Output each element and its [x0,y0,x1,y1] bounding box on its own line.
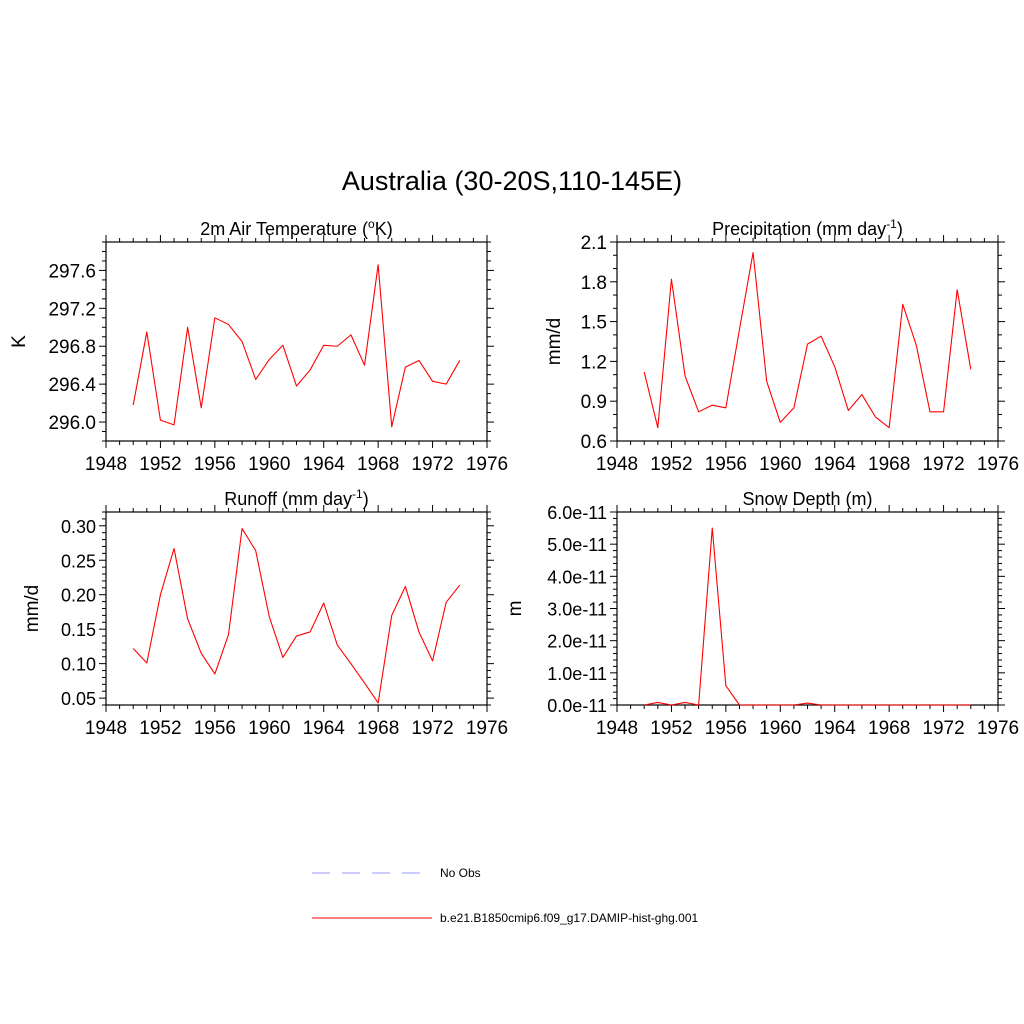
snow-depth-x-tick-label: 1968 [868,718,910,739]
precipitation-x-tick-label: 1952 [650,454,692,475]
runoff-y-axis-label: mm/d [22,585,43,633]
temperature-x-tick-label: 1976 [466,454,508,475]
temperature-x-tick-label: 1964 [303,454,346,475]
runoff-panel-title-text: Runoff (mm day [224,489,352,509]
snow-depth-x-tick-label: 1972 [922,718,964,739]
temperature-y-tick-label: 296.8 [48,337,96,358]
precipitation-x-tick-label: 1968 [868,454,910,475]
precipitation-y-tick-label: 0.9 [581,392,607,413]
precipitation-panel-title-superscript: -1 [886,217,897,231]
temperature-panel-title: 2m Air Temperature (oK) [200,217,392,239]
runoff-x-tick-label: 1976 [466,718,508,739]
temperature-y-tick-label: 297.6 [48,261,96,282]
runoff-y-tick-label: 0.25 [61,551,96,571]
temperature-panel-title-superscript: o [368,217,375,231]
temperature-y-tick-label: 296.4 [48,375,96,396]
snow-depth-x-tick-label: 1952 [650,718,692,739]
panel-precipitation: 1948 1952 1956 1960 1964 1968 1972 1976 0.6 0.9 1.… [544,217,1019,475]
panel-temperature: 1948 1952 1956 1960 1964 1968 1972 1976 296.0 296… [9,217,508,475]
precipitation-y-tick-label: 1.5 [581,313,607,334]
runoff-plot-frame [105,511,488,706]
temperature-x-tick-label: 1960 [248,454,290,475]
temperature-y-tick-label: 297.2 [48,299,96,320]
runoff-series-line [132,527,461,704]
runoff-y-tick-label: 0.05 [61,689,96,709]
runoff-y-tick-label: 0.30 [61,517,96,537]
precipitation-x-tick-label: 1960 [759,454,801,475]
snow-depth-x-tick-label: 1976 [977,718,1019,739]
runoff-x-tick-label: 1960 [248,718,290,739]
temperature-panel-title-text: 2m Air Temperature ( [200,219,368,239]
precipitation-panel-title-text-end: ) [897,219,903,239]
snow-depth-y-tick-label: 5.0e-11 [547,535,607,555]
temperature-series-line [132,264,461,428]
temperature-x-tick-label: 1968 [357,454,399,475]
figure-title: Australia (30-20S,110-145E) [341,166,683,196]
snow-depth-x-tick-label: 1956 [705,718,747,739]
snow-depth-y-tick-label: 0.0e-11 [547,696,607,716]
snow-depth-y-axis-label: m [505,601,526,617]
legend-label: b.e21.B1850cmip6.f09_g17.DAMIP-hist-ghg.… [440,911,698,925]
runoff-x-tick-label: 1968 [357,718,399,739]
runoff-y-tick-label: 0.20 [61,586,96,606]
precipitation-y-tick-label: 1.8 [581,273,607,294]
precipitation-y-axis-label: mm/d [544,318,565,366]
runoff-x-tick-label: 1952 [139,718,181,739]
snow-depth-plot-frame [616,511,999,706]
temperature-x-tick-label: 1956 [194,454,236,475]
legend: No Obs b.e21.B1850cmip6.f09_g17.DAMIP-his… [312,866,698,925]
runoff-panel-title-text-end: ) [363,489,369,509]
snow-depth-y-tick-label: 2.0e-11 [547,632,607,652]
precipitation-x-tick-label: 1956 [705,454,747,475]
runoff-panel-title: Runoff (mm day-1) [224,487,368,509]
snow-depth-panel-title: Snow Depth (m) [742,489,872,509]
temperature-plot-frame [105,241,488,442]
runoff-x-tick-label: 1948 [85,718,127,739]
runoff-x-tick-label: 1964 [303,718,346,739]
temperature-x-tick-label: 1952 [139,454,181,475]
temperature-y-axis-label: K [9,335,30,348]
snow-depth-panel-title-text: Snow Depth (m) [742,489,872,509]
precipitation-x-tick-label: 1948 [596,454,638,475]
temperature-x-tick-label: 1948 [85,454,127,475]
precipitation-plot-frame [616,241,999,442]
precipitation-y-tick-label: 2.1 [581,233,607,254]
snow-depth-y-tick-label: 1.0e-11 [547,664,607,684]
temperature-y-tick-label: 296.0 [48,413,96,434]
snow-depth-x-tick-label: 1964 [814,718,857,739]
temperature-x-tick-label: 1972 [411,454,453,475]
legend-label: No Obs [440,866,481,880]
precipitation-y-tick-label: 1.2 [581,352,607,373]
snow-depth-y-tick-label: 6.0e-11 [547,503,607,523]
precipitation-y-tick-label: 0.6 [581,432,607,453]
snow-depth-y-tick-label: 4.0e-11 [547,567,607,587]
snow-depth-x-tick-label: 1960 [759,718,801,739]
panel-snow-depth: 1948 1952 1956 1960 1964 1968 1972 1976 0.0e-11 1… [505,489,1019,739]
snow-depth-x-tick-label: 1948 [596,718,638,739]
precipitation-series-line [643,252,972,429]
precipitation-x-tick-label: 1976 [977,454,1019,475]
runoff-panel-title-superscript: -1 [352,487,363,501]
runoff-y-tick-label: 0.15 [61,620,96,640]
snow-depth-y-tick-label: 3.0e-11 [547,600,607,620]
precipitation-panel-title-text: Precipitation (mm day [712,219,886,239]
precipitation-x-tick-label: 1972 [922,454,964,475]
precipitation-panel-title: Precipitation (mm day-1) [712,217,903,239]
runoff-x-tick-label: 1956 [194,718,236,739]
snow-depth-series-line [644,527,971,706]
precipitation-x-tick-label: 1964 [814,454,857,475]
runoff-x-tick-label: 1972 [411,718,453,739]
runoff-y-tick-label: 0.10 [61,655,96,675]
panel-runoff: 1948 1952 1956 1960 1964 1968 1972 1976 0.05 0.10… [22,487,508,739]
temperature-panel-title-text-end: K) [375,219,393,239]
